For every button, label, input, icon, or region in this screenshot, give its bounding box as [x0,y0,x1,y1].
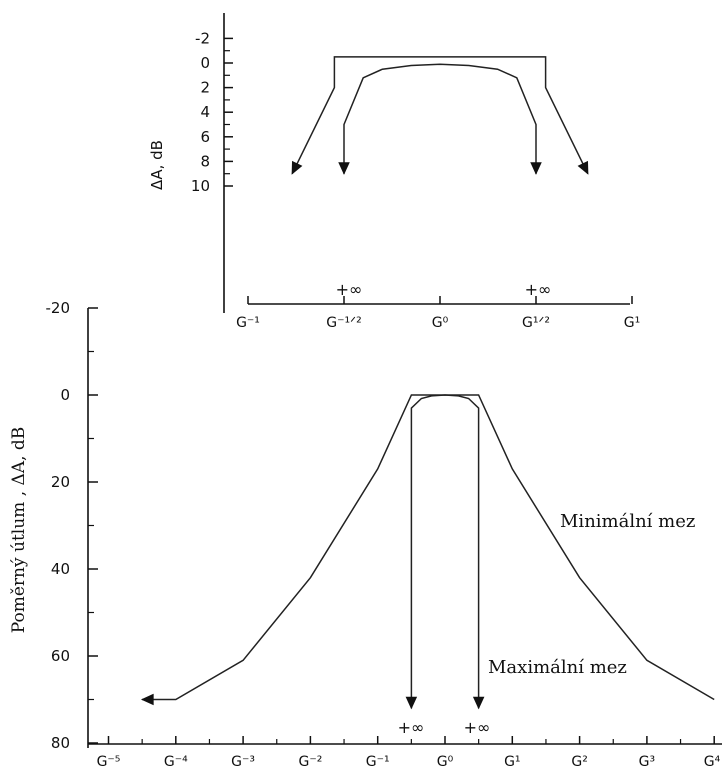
top-arrow-outer-left [291,160,303,175]
bottom-x-tick-label: G⁻⁵ [97,754,121,770]
bottom-y-tick-label: 60 [51,647,70,665]
top-x-tick-label: G⁰ [432,315,449,331]
top-y-tick-label: 4 [200,103,210,121]
bottom-chart: -20 0 20 40 60 80 G⁻⁵ G⁻⁴ G⁻³ G⁻² G⁻¹ G⁰ G¹ G² G³ G⁴ P… [9,299,722,770]
bottom-x-tick-label: G⁻¹ [366,754,390,770]
top-y-tick-label: -2 [195,29,210,47]
top-arrow-inner-left [338,162,350,175]
bottom-max-limit-line [410,394,480,709]
top-y-axis-title: ΔA, dB [148,140,166,190]
top-y-tick-label: 6 [200,128,210,146]
top-arrow-outer-right [577,160,589,175]
bottom-x-tick-label: G⁻³ [231,754,255,770]
top-y-tick-label: 8 [200,152,210,170]
bottom-y-tick-label: 20 [51,473,70,491]
top-inf-label-left: +∞ [336,280,363,299]
bottom-y-axis-title: Poměrný útlum , ΔA, dB [9,427,29,633]
bottom-y-tick-label: 0 [60,386,70,404]
top-x-tick-label: G¹ᐟ² [522,315,550,331]
bottom-arrow-max-left [405,696,418,710]
top-min-limit-line [291,56,589,175]
bottom-arrow-max-right [472,696,485,710]
bottom-inf-label-left: +∞ [398,718,425,737]
bottom-x-tick-label: G⁰ [437,754,454,770]
top-max-limit-line [343,63,537,174]
bottom-y-tick-label: 80 [51,734,70,752]
top-chart: -2 0 2 4 6 8 10 G⁻¹ G⁻¹ᐟ² G⁰ G¹ᐟ² G¹ ΔA, dB +∞ +∞ [148,13,640,331]
bottom-y-tick-label: 40 [51,560,70,578]
top-y-tick-label: 2 [200,79,210,97]
bottom-x-tick-label: G² [571,754,587,770]
bottom-min-limit-line [142,394,715,701]
top-inf-label-right: +∞ [525,280,552,299]
top-arrow-inner-right [530,162,542,175]
bottom-x-tick-label: G³ [639,754,655,770]
top-x-tick-label: G¹ [624,315,640,331]
bottom-y-tick-label: -20 [46,299,71,317]
bottom-x-tick-label: G⁻⁴ [164,754,188,770]
bottom-arrow-min-left [140,693,154,706]
bottom-x-tick-label: G⁻² [298,754,322,770]
annotation-max-limit: Maximální mez [488,657,627,678]
top-x-tick-label: G⁻¹ [236,315,260,331]
bottom-inf-label-right: +∞ [464,718,491,737]
top-y-tick-label: 0 [200,54,210,72]
bottom-x-tick-label: G¹ [504,754,520,770]
top-x-tick-label: G⁻¹ᐟ² [326,315,361,331]
annotation-min-limit: Minimální mez [560,511,695,532]
bottom-x-tick-label: G⁴ [704,754,721,770]
top-y-tick-label: 10 [191,177,210,195]
